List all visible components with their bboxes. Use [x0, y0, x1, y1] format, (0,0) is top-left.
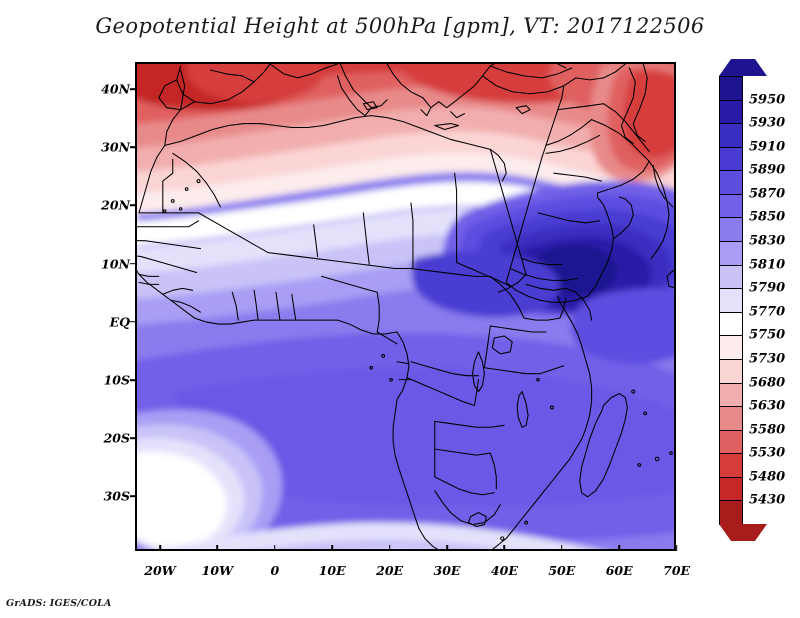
y-axis: 40N 30N 20N 10N EQ 10S 20S 30S: [85, 62, 136, 551]
colorbar-label: 5580: [749, 422, 786, 438]
x-axis-label: 50E: [548, 563, 576, 578]
x-axis-tick: [388, 545, 391, 551]
x-axis-tick: [331, 545, 333, 551]
colorbar-label: 5890: [749, 162, 786, 178]
y-axis-tick: [130, 321, 136, 323]
colorbar-label: 5810: [749, 257, 786, 273]
colorbar-label: 5790: [749, 280, 786, 296]
colorbar-label: 5530: [749, 445, 786, 461]
colorbar-label: 5930: [749, 115, 786, 131]
colorbar-label: 5680: [749, 375, 786, 391]
colorbar-segment: [719, 241, 743, 267]
x-axis-label: 10W: [201, 563, 234, 578]
colorbar-segment: [719, 193, 743, 219]
x-axis-tick: [618, 545, 620, 551]
x-axis-tick: [675, 545, 678, 551]
x-axis-label: 70E: [663, 563, 691, 578]
colorbar-segment: [719, 170, 743, 196]
y-axis-label: 10S: [103, 372, 130, 388]
y-axis-label: 20S: [103, 430, 130, 446]
colorbar-segment: [719, 217, 743, 243]
credit-text: GrADS: IGES/COLA: [6, 598, 112, 609]
colorbar-segment: [719, 99, 743, 125]
x-axis-label: 60E: [605, 563, 633, 578]
colorbar-label: 5950: [749, 92, 786, 108]
colorbar-segment: [719, 382, 743, 408]
colorbar-bottom-arrow: [719, 524, 767, 541]
y-axis-label: 30S: [103, 488, 130, 504]
x-axis-label: 30E: [433, 563, 461, 578]
colorbar-label: 5910: [749, 139, 786, 155]
map-plot-area: [135, 62, 676, 551]
x-axis-tick: [274, 545, 276, 551]
y-axis-label: 10N: [101, 256, 130, 272]
geopotential-height-field: [137, 64, 674, 549]
x-axis-label: 0: [270, 563, 280, 578]
colorbar-label: 5750: [749, 327, 786, 343]
colorbar-label: 5870: [749, 186, 786, 202]
y-axis-label: 20N: [101, 197, 130, 213]
x-axis-label: 10E: [318, 563, 346, 578]
page-title: Geopotential Height at 500hPa [gpm], VT:…: [95, 14, 705, 38]
colorbar-segment: [719, 311, 743, 337]
colorbar-segment: [719, 429, 743, 455]
colorbar-label: 5830: [749, 233, 786, 249]
colorbar-label: 5630: [749, 398, 786, 414]
colorbar-label: 5480: [749, 469, 786, 485]
colorbar-segment: [719, 335, 743, 361]
x-axis-tick: [561, 545, 563, 551]
colorbar-segment: [719, 288, 743, 314]
y-axis-tick: [130, 88, 136, 90]
y-axis-tick: [130, 146, 136, 148]
colorbar-segment: [719, 476, 743, 502]
y-axis-label: 30N: [101, 139, 130, 155]
colorbar-segment: [719, 123, 743, 149]
colorbar-segment: [719, 500, 743, 526]
colorbar-segment: [719, 406, 743, 432]
y-axis-tick: [130, 204, 136, 207]
y-axis-tick: [130, 437, 136, 439]
y-axis-label: 40N: [101, 81, 130, 97]
y-axis-tick: [130, 262, 136, 265]
contour-field: [137, 64, 674, 549]
colorbar-label: 5430: [749, 492, 786, 508]
colorbar-segment: [719, 264, 743, 290]
x-axis: 20W 10W 0 10E 20E 30E 40E 50E 60E 70E: [135, 545, 690, 591]
colorbar-label: 5770: [749, 304, 786, 320]
colorbar: 5950 5930 5910 5890 5870 5850 5830 5810 5790 5770…: [719, 59, 785, 541]
colorbar-top-arrow: [719, 59, 767, 76]
y-axis-tick: [130, 379, 136, 381]
x-axis-label: 20W: [144, 563, 176, 578]
x-axis-tick: [503, 545, 506, 551]
x-axis-tick: [216, 545, 219, 551]
colorbar-label: 5850: [749, 209, 786, 225]
x-axis-tick: [446, 545, 448, 551]
x-axis-label: 40E: [490, 563, 518, 578]
x-axis-tick: [159, 545, 161, 551]
colorbar-segment: [719, 76, 743, 102]
y-axis-tick: [130, 495, 136, 498]
colorbar-segment: [719, 358, 743, 385]
y-axis-label: EQ: [109, 314, 130, 330]
colorbar-segment: [719, 453, 743, 479]
x-axis-label: 20E: [376, 563, 404, 578]
colorbar-label: 5730: [749, 351, 786, 367]
colorbar-segment: [719, 146, 743, 172]
